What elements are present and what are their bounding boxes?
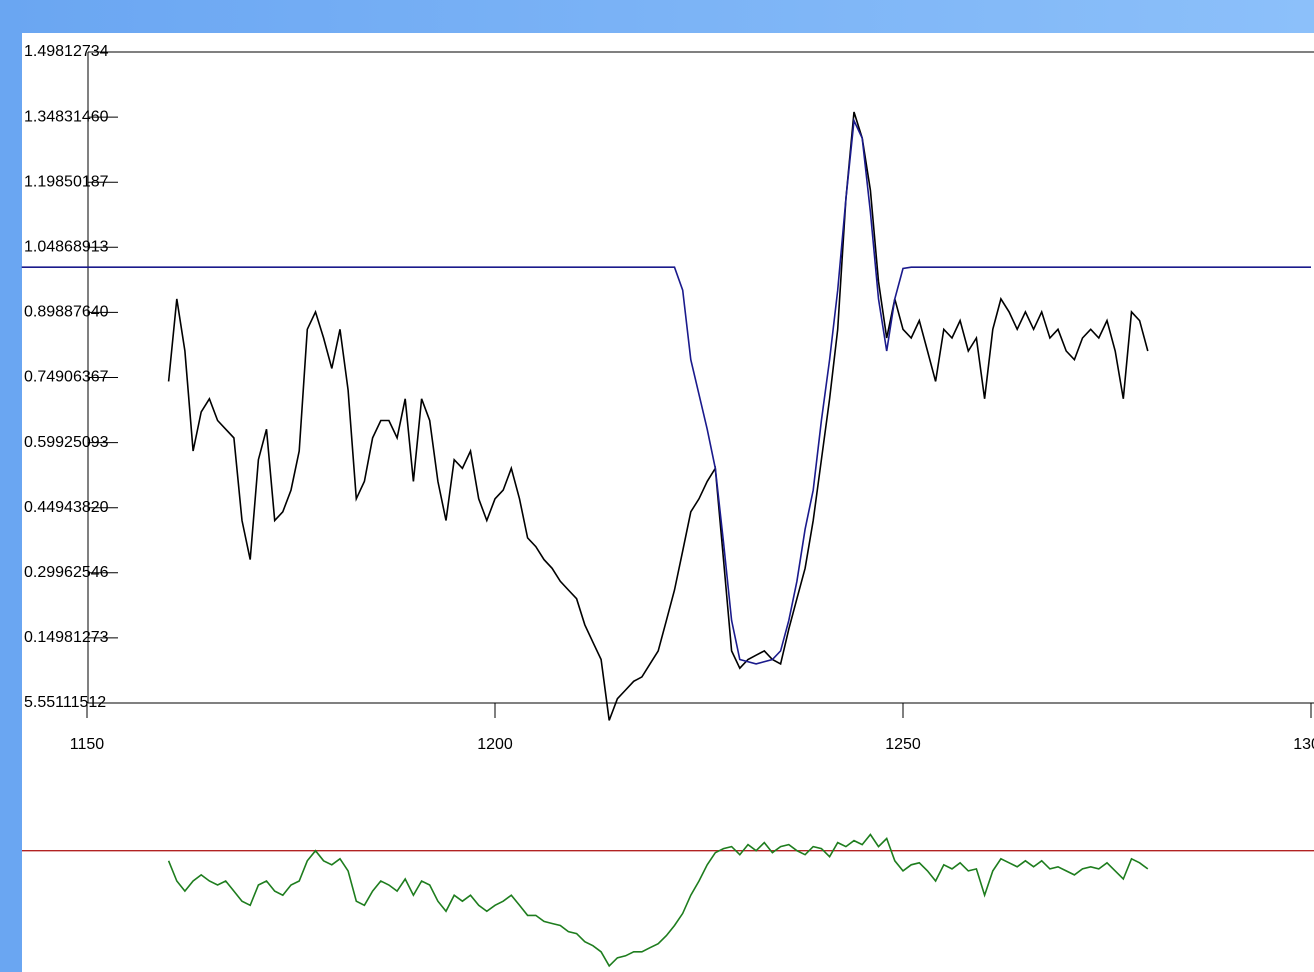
y-tick-label: 0.89887640 — [24, 304, 109, 321]
y-tick-label: 1.34831460 — [24, 108, 109, 125]
y-tick-label: 0.59925093 — [24, 434, 109, 451]
data-line — [21, 117, 1311, 665]
plot-panel — [22, 33, 1314, 972]
x-tick-label: 1200 — [477, 736, 513, 753]
y-tick-label: 5.55111512 — [24, 694, 106, 711]
y-tick-label: 1.19850187 — [24, 173, 109, 190]
y-tick-label: 0.14981273 — [24, 629, 109, 646]
y-tick-label: 0.74906367 — [24, 369, 109, 386]
x-tick-label: 1250 — [885, 736, 921, 753]
x-tick-label: 1300 — [1293, 736, 1314, 753]
y-tick-label: 0.44943820 — [24, 499, 109, 516]
data-line — [167, 833, 1149, 968]
y-tick-label: 0.29962546 — [24, 564, 109, 581]
x-tick-label: 1150 — [70, 736, 105, 753]
y-tick-label: 1.04868913 — [24, 239, 109, 256]
y-tick-label: 1.49812734 — [24, 43, 109, 60]
data-line — [167, 111, 1149, 721]
